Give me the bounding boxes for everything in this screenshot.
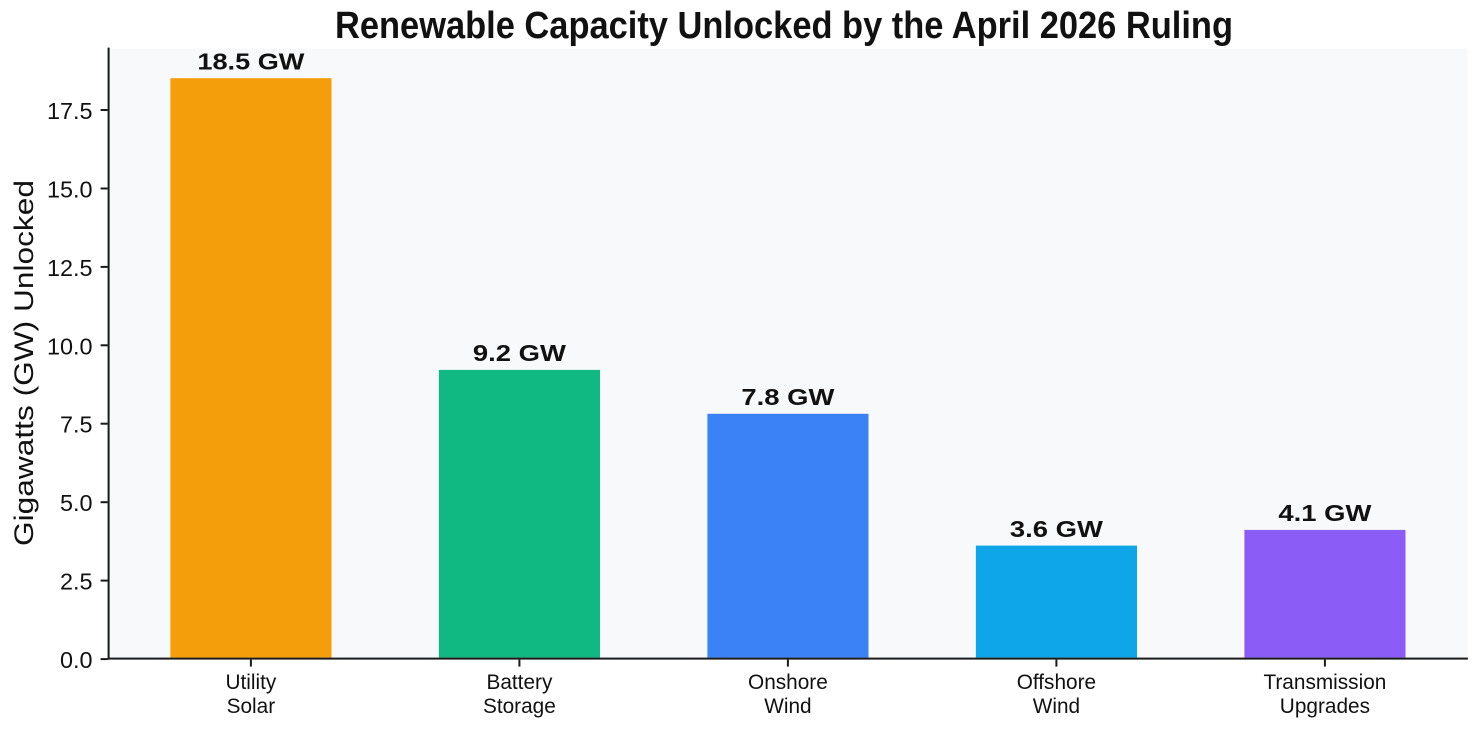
svg-text:Upgrades: Upgrades — [1280, 695, 1370, 718]
svg-text:10.0: 10.0 — [47, 333, 93, 359]
svg-text:Onshore: Onshore — [748, 671, 828, 694]
svg-text:5.0: 5.0 — [60, 490, 93, 516]
svg-text:Renewable Capacity Unlocked by: Renewable Capacity Unlocked by the April… — [335, 5, 1233, 47]
svg-text:Gigawatts (GW) Unlocked: Gigawatts (GW) Unlocked — [9, 180, 39, 546]
svg-text:4.1 GW: 4.1 GW — [1278, 500, 1372, 526]
svg-text:2.5: 2.5 — [60, 569, 93, 595]
svg-text:15.0: 15.0 — [47, 177, 93, 203]
svg-text:Solar: Solar — [227, 695, 276, 718]
svg-text:7.8 GW: 7.8 GW — [741, 384, 835, 410]
svg-text:7.5: 7.5 — [60, 412, 93, 438]
svg-text:Utility: Utility — [225, 671, 276, 694]
svg-text:Wind: Wind — [764, 695, 811, 718]
svg-text:Wind: Wind — [1033, 695, 1080, 718]
svg-text:3.6 GW: 3.6 GW — [1010, 516, 1104, 542]
svg-text:9.2 GW: 9.2 GW — [473, 340, 567, 366]
svg-text:0.0: 0.0 — [60, 647, 93, 673]
svg-text:Battery: Battery — [486, 671, 552, 694]
svg-text:12.5: 12.5 — [47, 255, 93, 281]
svg-text:Offshore: Offshore — [1017, 671, 1096, 694]
svg-text:17.5: 17.5 — [47, 98, 93, 124]
svg-text:Transmission: Transmission — [1263, 671, 1386, 694]
svg-text:18.5 GW: 18.5 GW — [197, 49, 305, 75]
svg-text:Storage: Storage — [483, 695, 556, 718]
